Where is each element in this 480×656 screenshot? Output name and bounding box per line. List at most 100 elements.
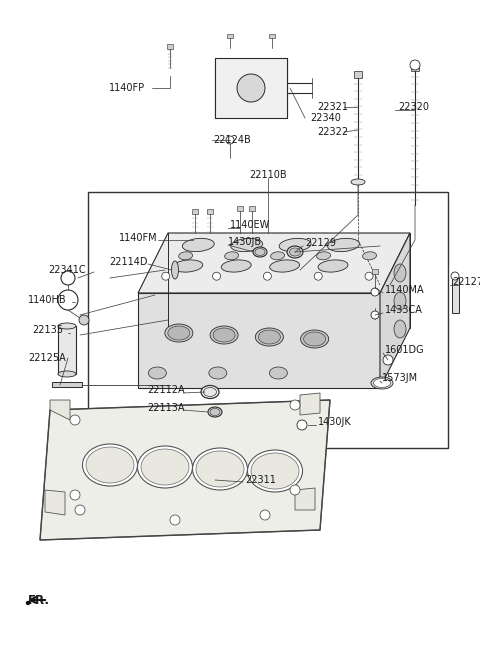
Circle shape bbox=[70, 490, 80, 500]
Circle shape bbox=[213, 272, 221, 280]
Circle shape bbox=[290, 485, 300, 495]
Ellipse shape bbox=[165, 324, 193, 342]
Ellipse shape bbox=[318, 260, 348, 272]
Text: 22322: 22322 bbox=[317, 127, 348, 137]
Text: 1601DG: 1601DG bbox=[385, 345, 425, 355]
Circle shape bbox=[314, 272, 322, 280]
Circle shape bbox=[26, 602, 29, 604]
Bar bbox=[52, 382, 82, 387]
Circle shape bbox=[260, 510, 270, 520]
Ellipse shape bbox=[248, 450, 302, 492]
Text: 1430JK: 1430JK bbox=[318, 417, 352, 427]
Ellipse shape bbox=[148, 367, 167, 379]
Text: 1140FM: 1140FM bbox=[120, 233, 158, 243]
Text: 22129: 22129 bbox=[305, 238, 336, 248]
Ellipse shape bbox=[231, 238, 263, 252]
Text: 22340: 22340 bbox=[310, 113, 341, 123]
Ellipse shape bbox=[173, 260, 203, 272]
Bar bbox=[167, 44, 173, 49]
Circle shape bbox=[70, 415, 80, 425]
Ellipse shape bbox=[327, 238, 360, 252]
Circle shape bbox=[451, 272, 459, 280]
Text: 22311: 22311 bbox=[245, 475, 276, 485]
Ellipse shape bbox=[371, 377, 393, 389]
Bar bbox=[354, 71, 362, 78]
Text: 22127A: 22127A bbox=[452, 277, 480, 287]
Ellipse shape bbox=[201, 386, 219, 398]
Text: 1573JM: 1573JM bbox=[382, 373, 418, 383]
Ellipse shape bbox=[373, 379, 391, 388]
Text: 22321: 22321 bbox=[317, 102, 348, 112]
Ellipse shape bbox=[208, 407, 222, 417]
Ellipse shape bbox=[179, 252, 192, 260]
Text: 22113A: 22113A bbox=[147, 403, 185, 413]
Circle shape bbox=[75, 505, 85, 515]
Text: 22125A: 22125A bbox=[28, 353, 66, 363]
Text: 1433CA: 1433CA bbox=[385, 305, 423, 315]
Ellipse shape bbox=[182, 238, 214, 252]
Bar bbox=[88, 192, 448, 448]
Polygon shape bbox=[45, 490, 65, 515]
Circle shape bbox=[264, 272, 271, 280]
Ellipse shape bbox=[58, 371, 76, 377]
Ellipse shape bbox=[251, 453, 299, 489]
Ellipse shape bbox=[258, 330, 280, 344]
Bar bbox=[58, 326, 76, 374]
Circle shape bbox=[237, 74, 265, 102]
Bar bbox=[452, 278, 459, 313]
Ellipse shape bbox=[137, 446, 192, 488]
Bar bbox=[192, 209, 198, 214]
Polygon shape bbox=[215, 58, 287, 118]
Ellipse shape bbox=[289, 248, 300, 256]
Text: 1140MA: 1140MA bbox=[385, 285, 425, 295]
Text: 22341C: 22341C bbox=[48, 265, 85, 275]
Text: 22124B: 22124B bbox=[213, 135, 251, 145]
Ellipse shape bbox=[210, 409, 220, 415]
Polygon shape bbox=[380, 233, 410, 388]
Ellipse shape bbox=[271, 252, 285, 260]
Circle shape bbox=[365, 272, 373, 280]
Ellipse shape bbox=[269, 367, 288, 379]
Ellipse shape bbox=[270, 260, 300, 272]
Polygon shape bbox=[138, 293, 380, 388]
Circle shape bbox=[371, 311, 379, 319]
Circle shape bbox=[226, 136, 234, 144]
Circle shape bbox=[79, 315, 89, 325]
Ellipse shape bbox=[58, 323, 76, 329]
Circle shape bbox=[170, 515, 180, 525]
Bar bbox=[372, 269, 378, 274]
Ellipse shape bbox=[394, 264, 406, 282]
Polygon shape bbox=[300, 393, 320, 415]
Text: 22112A: 22112A bbox=[147, 385, 185, 395]
Bar bbox=[207, 209, 213, 214]
Polygon shape bbox=[295, 488, 315, 510]
Bar bbox=[249, 206, 255, 211]
Ellipse shape bbox=[279, 238, 311, 252]
Polygon shape bbox=[50, 400, 70, 420]
Ellipse shape bbox=[351, 179, 365, 185]
Ellipse shape bbox=[255, 249, 265, 255]
Ellipse shape bbox=[221, 260, 251, 272]
Ellipse shape bbox=[362, 252, 376, 260]
Circle shape bbox=[410, 60, 420, 70]
Bar bbox=[237, 206, 243, 211]
Polygon shape bbox=[138, 233, 410, 293]
Bar bbox=[227, 34, 233, 38]
Ellipse shape bbox=[287, 246, 303, 258]
Circle shape bbox=[297, 420, 307, 430]
Text: 1140HB: 1140HB bbox=[28, 295, 67, 305]
Ellipse shape bbox=[204, 388, 216, 396]
Ellipse shape bbox=[253, 247, 267, 257]
Text: 22114D: 22114D bbox=[109, 257, 148, 267]
Ellipse shape bbox=[225, 252, 239, 260]
Text: 22320: 22320 bbox=[398, 102, 429, 112]
Ellipse shape bbox=[394, 292, 406, 310]
Circle shape bbox=[61, 271, 75, 285]
Text: FR.: FR. bbox=[28, 594, 50, 607]
Ellipse shape bbox=[192, 448, 248, 490]
Circle shape bbox=[290, 400, 300, 410]
Ellipse shape bbox=[141, 449, 189, 485]
Circle shape bbox=[58, 290, 78, 310]
Bar bbox=[269, 34, 275, 38]
Polygon shape bbox=[40, 400, 330, 540]
